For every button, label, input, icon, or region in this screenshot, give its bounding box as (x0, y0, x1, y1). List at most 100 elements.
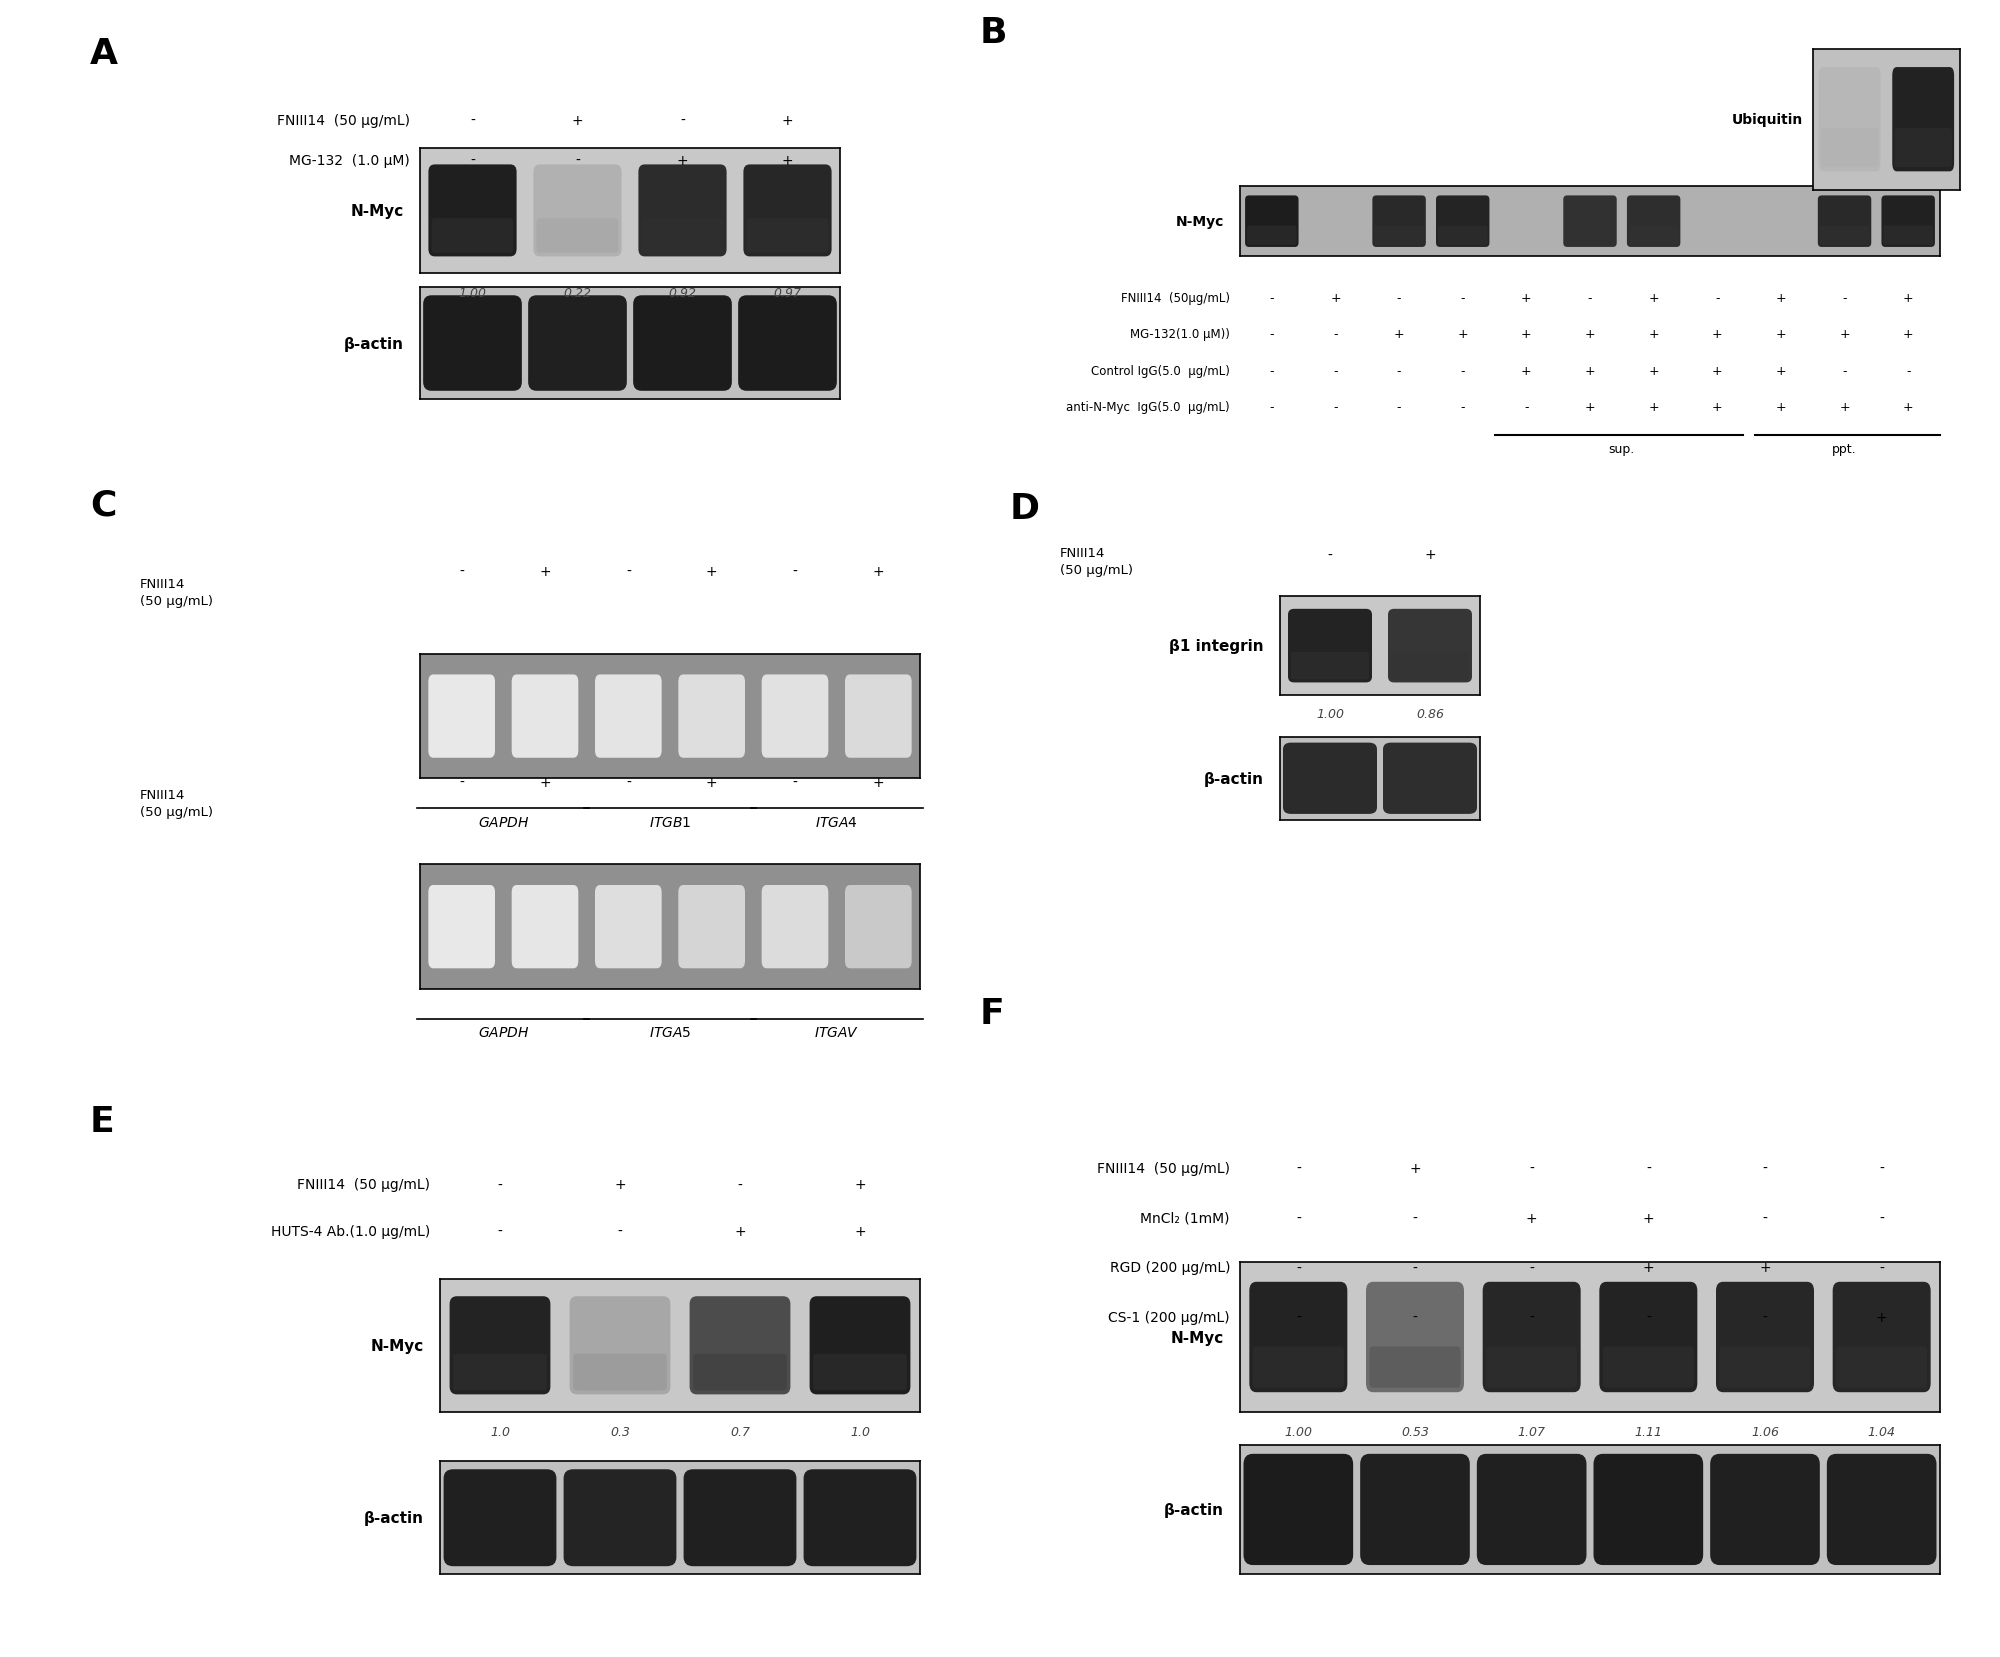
Text: +: + (1522, 365, 1532, 378)
Text: +: + (1642, 1261, 1654, 1274)
Text: +: + (1712, 365, 1722, 378)
Text: FNIII14  (50 μg/mL): FNIII14 (50 μg/mL) (1096, 1162, 1230, 1175)
FancyBboxPatch shape (762, 674, 828, 759)
FancyBboxPatch shape (428, 674, 496, 759)
FancyBboxPatch shape (1250, 1283, 1348, 1392)
Text: -: - (1296, 1211, 1300, 1225)
Text: +: + (734, 1225, 746, 1238)
Text: -: - (1588, 292, 1592, 305)
FancyBboxPatch shape (1284, 742, 1376, 815)
FancyBboxPatch shape (512, 674, 578, 759)
FancyBboxPatch shape (424, 297, 522, 391)
FancyBboxPatch shape (642, 219, 724, 254)
FancyBboxPatch shape (1374, 227, 1424, 245)
FancyBboxPatch shape (638, 166, 726, 257)
FancyBboxPatch shape (536, 219, 618, 254)
Text: -: - (1296, 1261, 1300, 1274)
FancyBboxPatch shape (746, 219, 828, 254)
Text: +: + (1902, 328, 1914, 341)
Text: +: + (1584, 365, 1596, 378)
FancyBboxPatch shape (1388, 610, 1472, 683)
FancyBboxPatch shape (814, 1354, 906, 1390)
Text: +: + (1424, 548, 1436, 562)
Text: -: - (470, 114, 474, 128)
Text: 0.97: 0.97 (774, 287, 802, 300)
Text: 0.22: 0.22 (564, 287, 592, 300)
Text: F: F (980, 996, 1004, 1031)
Text: -: - (1716, 292, 1720, 305)
Text: -: - (738, 1178, 742, 1191)
Text: -: - (1270, 328, 1274, 341)
Text: +: + (1902, 292, 1914, 305)
Text: ppt.: ppt. (1832, 442, 1856, 456)
Text: -: - (1270, 292, 1274, 305)
Text: +: + (1776, 328, 1786, 341)
Text: -: - (1396, 365, 1402, 378)
Text: -: - (1646, 1162, 1650, 1175)
FancyBboxPatch shape (454, 1354, 546, 1390)
Text: -: - (1412, 1211, 1418, 1225)
FancyBboxPatch shape (744, 166, 832, 257)
FancyBboxPatch shape (596, 674, 662, 759)
Text: -: - (460, 565, 464, 578)
FancyBboxPatch shape (844, 885, 912, 969)
FancyBboxPatch shape (1384, 742, 1476, 815)
Text: -: - (1530, 1261, 1534, 1274)
FancyBboxPatch shape (1252, 1347, 1344, 1389)
FancyBboxPatch shape (762, 885, 828, 969)
FancyBboxPatch shape (444, 1470, 556, 1566)
Text: β-actin: β-actin (344, 336, 404, 351)
Text: -: - (1334, 401, 1338, 414)
Text: -: - (1524, 401, 1528, 414)
FancyBboxPatch shape (690, 1296, 790, 1395)
Text: -: - (1412, 1261, 1418, 1274)
Text: -: - (1646, 1311, 1650, 1324)
Text: -: - (1334, 328, 1338, 341)
FancyBboxPatch shape (428, 166, 516, 257)
Text: -: - (1270, 401, 1274, 414)
Text: 0.3: 0.3 (610, 1425, 630, 1438)
FancyBboxPatch shape (1710, 1453, 1820, 1566)
FancyBboxPatch shape (844, 674, 912, 759)
FancyBboxPatch shape (1370, 1347, 1460, 1389)
Text: -: - (1412, 1311, 1418, 1324)
FancyBboxPatch shape (1244, 1453, 1354, 1566)
Text: 1.06: 1.06 (1752, 1425, 1780, 1438)
Text: -: - (1328, 548, 1332, 562)
FancyBboxPatch shape (1482, 1283, 1580, 1392)
Text: $\it{ITGB1}$: $\it{ITGB1}$ (648, 815, 692, 828)
Text: -: - (1842, 365, 1846, 378)
Text: +: + (782, 154, 794, 167)
Text: -: - (576, 154, 580, 167)
Text: N-Myc: N-Myc (1170, 1329, 1224, 1345)
Text: FNIII14  (50 μg/mL): FNIII14 (50 μg/mL) (276, 114, 410, 128)
FancyBboxPatch shape (1486, 1347, 1578, 1389)
Text: $\it{ITGAV}$: $\it{ITGAV}$ (814, 1026, 860, 1039)
FancyBboxPatch shape (1832, 1283, 1930, 1392)
FancyBboxPatch shape (1894, 129, 1952, 167)
Text: +: + (540, 565, 550, 578)
Text: +: + (706, 775, 718, 789)
Text: -: - (792, 565, 798, 578)
FancyBboxPatch shape (1882, 196, 1934, 249)
Text: -: - (1842, 292, 1846, 305)
Text: FNIII14
(50 μg/mL): FNIII14 (50 μg/mL) (1060, 547, 1132, 577)
Text: +: + (1584, 401, 1596, 414)
FancyBboxPatch shape (804, 1470, 916, 1566)
Text: +: + (854, 1225, 866, 1238)
FancyBboxPatch shape (1836, 1347, 1928, 1389)
Text: $\it{ITGA5}$: $\it{ITGA5}$ (648, 1026, 692, 1039)
FancyBboxPatch shape (570, 1296, 670, 1395)
Text: +: + (854, 1178, 866, 1191)
Text: HUTS-4 Ab.(1.0 μg/mL): HUTS-4 Ab.(1.0 μg/mL) (270, 1225, 430, 1238)
Text: -: - (1396, 292, 1402, 305)
Text: -: - (470, 154, 474, 167)
Text: $\it{GAPDH}$: $\it{GAPDH}$ (478, 815, 530, 828)
FancyBboxPatch shape (534, 166, 622, 257)
FancyBboxPatch shape (596, 885, 662, 969)
Text: B: B (980, 15, 1008, 50)
Text: E: E (90, 1104, 114, 1138)
Text: -: - (792, 775, 798, 789)
Text: -: - (1880, 1211, 1884, 1225)
Text: +: + (1330, 292, 1340, 305)
